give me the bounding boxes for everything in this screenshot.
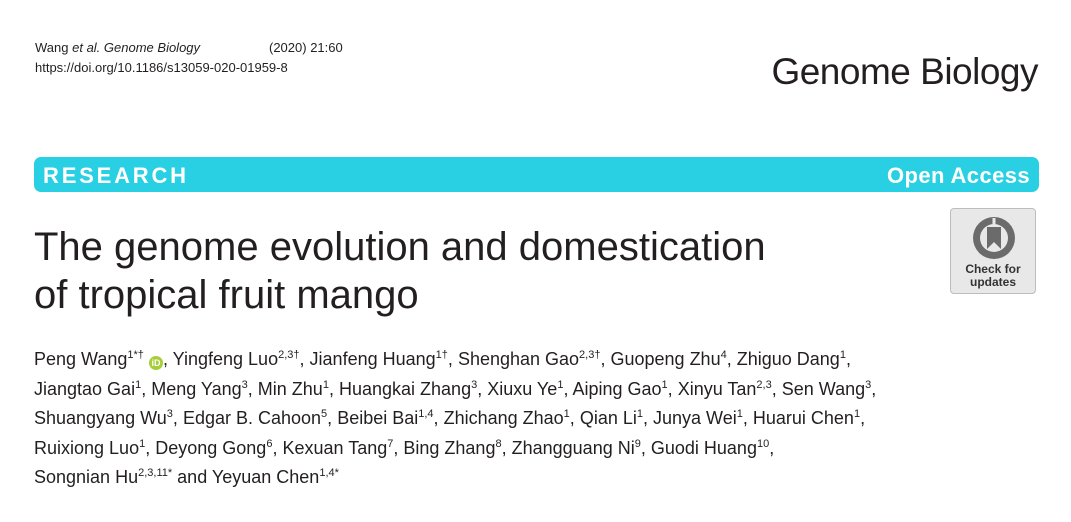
citation-author: Wang bbox=[35, 40, 69, 55]
author-affiliation-sup: 5 bbox=[321, 408, 328, 420]
updates-label: updates bbox=[969, 275, 1016, 289]
author-name[interactable]: Guopeng Zhu bbox=[610, 349, 721, 369]
author-name[interactable]: Zhiguo Dang bbox=[736, 349, 840, 369]
orcid-icon[interactable]: iD bbox=[148, 356, 163, 370]
author-name[interactable]: Xinyu Tan bbox=[677, 378, 757, 399]
author-affiliation-sup: 1† bbox=[435, 349, 448, 361]
author-affiliation-sup: 3 bbox=[865, 378, 872, 391]
author-name[interactable]: Yingfeng Luo bbox=[172, 349, 279, 369]
author-affiliation-sup: 2,3 bbox=[756, 378, 772, 391]
author-affiliation-sup: 1 bbox=[636, 408, 643, 420]
author-name[interactable]: Zhangguang Ni bbox=[511, 437, 635, 458]
author-affiliation-sup: 3 bbox=[241, 378, 248, 391]
author-name[interactable]: Zhichang Zhao bbox=[443, 408, 564, 428]
author-name[interactable]: Meng Yang bbox=[151, 378, 242, 399]
author-affiliation-sup: 9 bbox=[634, 437, 641, 450]
author-name[interactable]: Peng Wang bbox=[34, 349, 128, 369]
citation-et-al: et al. bbox=[72, 40, 101, 55]
author-affiliation-sup: 1 bbox=[135, 378, 142, 391]
author-list: Peng Wang1*† iD, Yingfeng Luo2,3†, Jianf… bbox=[34, 349, 877, 487]
author-affiliation-sup: 10 bbox=[756, 437, 770, 450]
author-affiliation-sup: 8 bbox=[495, 437, 502, 450]
article-title: The genome evolution and domestication o… bbox=[34, 223, 934, 319]
author-affiliation-sup: 1 bbox=[322, 378, 329, 391]
author-name[interactable]: Yeyuan Chen bbox=[211, 467, 320, 487]
author-name[interactable]: Beibei Bai bbox=[337, 408, 419, 428]
author-affiliation-sup: 7 bbox=[387, 437, 394, 450]
citation-year-volume: (2020) 21:60 bbox=[269, 40, 343, 55]
author-affiliation-sup: 3 bbox=[166, 408, 173, 420]
author-name[interactable]: Qian Li bbox=[579, 408, 637, 428]
article-title-line-2: of tropical fruit mango bbox=[34, 273, 419, 317]
author-affiliation-sup: 3 bbox=[471, 378, 478, 391]
author-name[interactable]: Edgar B. Cahoon bbox=[182, 408, 322, 428]
author-affiliation-sup: 4 bbox=[720, 349, 727, 361]
article-type-label: RESEARCH bbox=[43, 163, 189, 188]
author-affiliation-sup: 2,3† bbox=[579, 349, 601, 361]
author-name[interactable]: Sen Wang bbox=[781, 378, 866, 399]
author-name[interactable]: Deyong Gong bbox=[155, 437, 267, 458]
author-name[interactable]: Junya Wei bbox=[653, 408, 737, 428]
author-affiliation-sup: 1,4 bbox=[418, 408, 434, 420]
article-title-line-1: The genome evolution and domestication bbox=[34, 225, 766, 269]
author-name[interactable]: Shenghan Gao bbox=[457, 349, 580, 369]
check-for-label: Check for bbox=[965, 262, 1021, 276]
author-affiliation-sup: 1 bbox=[557, 378, 564, 391]
author-affiliation-sup: 2,3,11* bbox=[138, 467, 173, 479]
author-affiliation-sup: 1 bbox=[853, 408, 861, 420]
citation-block: Wang et al. Genome Biology (2020) 21:60 … bbox=[35, 38, 375, 78]
author-name[interactable]: Xiuxu Ye bbox=[487, 378, 558, 399]
author-affiliation-sup: 1 bbox=[661, 378, 668, 391]
author-name[interactable]: Guodi Huang bbox=[650, 437, 757, 458]
journal-logo[interactable]: Genome Biology bbox=[771, 51, 1038, 92]
doi-link[interactable]: https://doi.org/10.1186/s13059-020-01959… bbox=[35, 60, 288, 75]
author-affiliation-sup: 6 bbox=[266, 437, 273, 450]
author-name[interactable]: Bing Zhang bbox=[403, 437, 496, 458]
author-affiliation-sup: 1,4* bbox=[319, 467, 339, 479]
author-name[interactable]: Shuangyang Wu bbox=[34, 408, 167, 428]
citation-journal: Genome Biology bbox=[103, 40, 201, 55]
author-affiliation-sup: 1 bbox=[139, 437, 146, 450]
author-affiliation-sup: 1 bbox=[736, 408, 743, 420]
author-name[interactable]: Kexuan Tang bbox=[282, 437, 388, 458]
author-name[interactable]: Min Zhu bbox=[257, 378, 323, 399]
author-affiliation-sup: 1 bbox=[563, 408, 570, 420]
crossmark-icon bbox=[973, 217, 1015, 259]
author-affiliation-sup: 1 bbox=[839, 349, 846, 361]
author-affiliation-sup: 1*† bbox=[127, 349, 144, 361]
author-name[interactable]: Aiping Gao bbox=[572, 378, 662, 399]
author-name[interactable]: Huangkai Zhang bbox=[338, 378, 472, 399]
author-affiliation-sup: 2,3† bbox=[278, 349, 300, 361]
article-type-bar: RESEARCH Open Access bbox=[34, 157, 1039, 192]
check-for-updates-button[interactable]: Check for updates bbox=[950, 208, 1036, 294]
author-name[interactable]: Jiangtao Gai bbox=[34, 378, 136, 399]
author-name[interactable]: Jianfeng Huang bbox=[309, 349, 436, 369]
author-name[interactable]: Ruixiong Luo bbox=[34, 437, 140, 458]
open-access-label: Open Access bbox=[887, 163, 1030, 188]
author-name[interactable]: Songnian Hu bbox=[34, 467, 139, 487]
author-name[interactable]: Huarui Chen bbox=[752, 408, 854, 428]
